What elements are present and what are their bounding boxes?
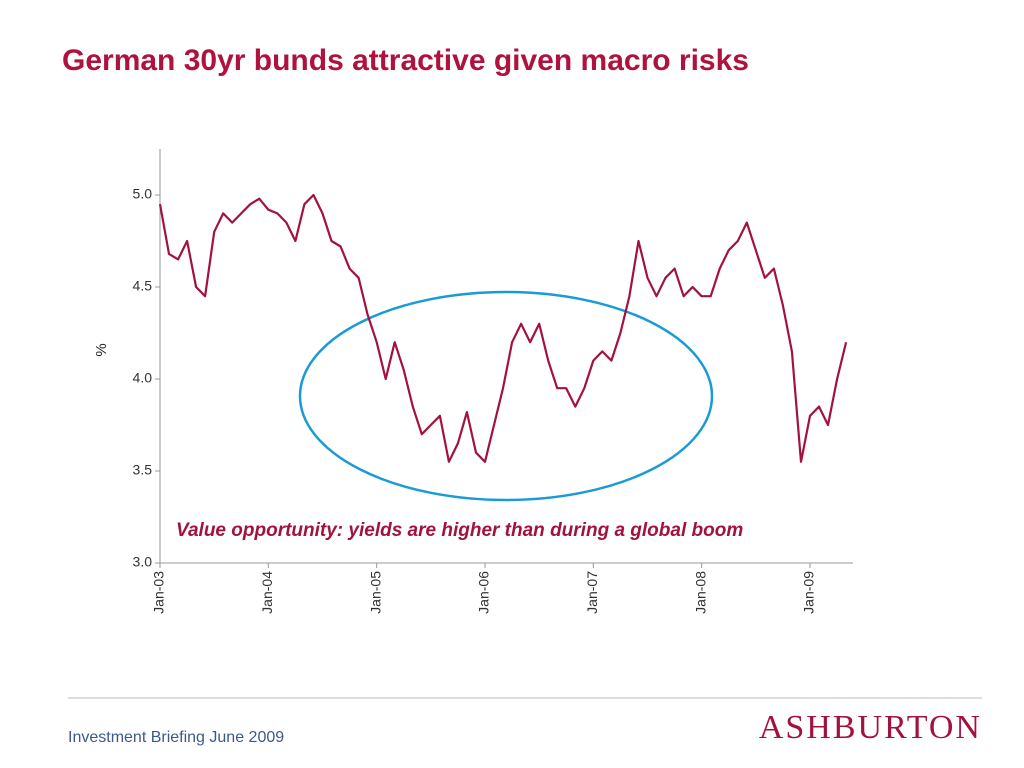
x-tick-label: Jan-06 <box>476 571 492 614</box>
x-tick-label: Jan-05 <box>367 571 383 614</box>
x-tick-label: Jan-09 <box>801 571 817 614</box>
y-axis-label: % <box>93 343 110 356</box>
slide-title: German 30yr bunds attractive given macro… <box>62 44 749 77</box>
logo: ASHBURTON <box>759 709 982 746</box>
x-tick-label: Jan-08 <box>692 571 708 614</box>
y-tick-label: 3.0 <box>133 554 153 570</box>
y-tick-label: 4.0 <box>133 370 153 386</box>
x-tick-label: Jan-03 <box>151 571 167 614</box>
y-tick-label: 4.5 <box>133 278 153 294</box>
y-tick-label: 5.0 <box>133 186 153 202</box>
x-tick-label: Jan-07 <box>584 571 600 614</box>
annotation: Value opportunity: yields are higher tha… <box>176 520 743 541</box>
footer: Investment Briefing June 2009 <box>68 729 284 746</box>
line-series <box>158 193 848 463</box>
highlight-ellipse <box>298 290 714 502</box>
x-tick-label: Jan-04 <box>259 571 275 614</box>
y-tick-label: 3.5 <box>133 462 153 478</box>
